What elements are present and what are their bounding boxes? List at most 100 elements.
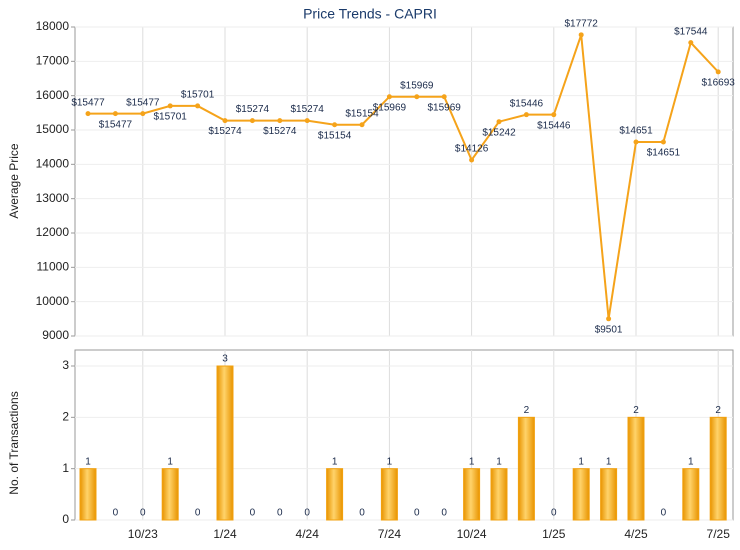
y-tick-label: 11000 [37,260,70,274]
point [496,119,502,125]
value-label: 0 [551,508,557,519]
value-label: 0 [304,508,310,519]
y-tick-label: 13000 [36,191,70,205]
value-label: 0 [359,508,365,519]
point [249,118,255,124]
bar [517,416,535,521]
value-label: $15274 [291,104,325,115]
value-label: $15969 [428,102,462,113]
value-label: 1 [469,456,475,467]
point [195,103,201,109]
point [304,118,310,124]
value-label: $15242 [482,127,516,138]
value-label: $17544 [674,26,708,37]
value-label: 0 [661,508,667,519]
value-label: 2 [715,405,721,416]
x-tick-label: 1/24 [213,527,237,541]
bar [709,416,727,521]
value-label: 0 [277,508,283,519]
y-tick-label: 2 [62,410,69,424]
x-tick-label: 7/24 [378,527,402,541]
value-label: 1 [387,456,393,467]
y-tick-label: 9000 [42,328,69,342]
y-tick-label: 0 [62,512,69,526]
bar [380,468,398,521]
value-label: $15969 [373,102,407,113]
value-label: 3 [222,354,228,365]
x-tick-label: 4/24 [296,527,320,541]
y-tick-label: 3 [62,358,69,372]
value-label: 1 [167,456,173,467]
value-label: $15446 [537,120,571,131]
value-label: 1 [606,456,612,467]
point [414,94,420,100]
bar [79,468,97,521]
value-label: $15477 [99,119,133,130]
bar [216,365,234,521]
value-label: 1 [578,456,584,467]
x-tick-label: 7/25 [707,527,731,541]
value-label: 0 [195,508,201,519]
y-tick-label: 15000 [36,122,70,136]
y-tick-label: 14000 [36,157,70,171]
point [167,103,173,109]
point [359,122,365,128]
value-label: $15969 [400,80,434,91]
value-label: 1 [332,456,338,467]
price-line [88,34,719,319]
value-label: 0 [140,508,146,519]
point [85,111,91,117]
bar [572,468,590,521]
point [551,112,557,118]
plot-frame [74,26,734,337]
value-label: $16693 [702,78,736,89]
point [277,118,283,124]
point [578,32,584,38]
point [441,94,447,100]
value-label: $15477 [126,97,160,108]
value-label: $15477 [71,97,105,108]
value-label: $14651 [647,148,681,159]
point [715,69,721,75]
value-label: 1 [85,456,91,467]
value-label: 2 [633,405,639,416]
point [386,94,392,100]
point [688,40,694,46]
point [222,118,228,124]
bar [326,468,344,521]
value-label: $15274 [263,126,297,137]
point [469,157,475,163]
value-label: 0 [113,508,119,519]
value-label: $15274 [208,126,242,137]
point [140,111,146,117]
y-tick-label: 1 [62,461,69,475]
value-label: $14651 [619,126,653,137]
value-label: $15701 [154,112,188,123]
point [633,139,639,145]
value-label: 0 [250,508,256,519]
value-label: $15701 [181,90,215,101]
y-axis-label: No. of Transactions [7,391,21,494]
value-label: 2 [524,405,530,416]
y-tick-label: 10000 [36,294,70,308]
point [606,316,612,322]
x-tick-label: 4/25 [624,527,648,541]
point [660,139,666,145]
value-label: $15154 [318,130,352,141]
point [523,112,529,118]
point [332,122,338,128]
y-tick-label: 17000 [36,54,70,68]
bar [490,468,508,521]
bar [161,468,179,521]
bar [627,416,645,521]
y-tick-label: 16000 [36,88,70,102]
value-label: $15446 [510,98,544,109]
x-tick-label: 10/24 [457,527,487,541]
value-label: 1 [496,456,502,467]
chart-title: Price Trends - CAPRI [303,6,437,22]
value-label: 0 [441,508,447,519]
value-label: $15274 [236,104,270,115]
x-tick-label: 10/23 [128,527,158,541]
value-label: $17772 [565,18,599,29]
